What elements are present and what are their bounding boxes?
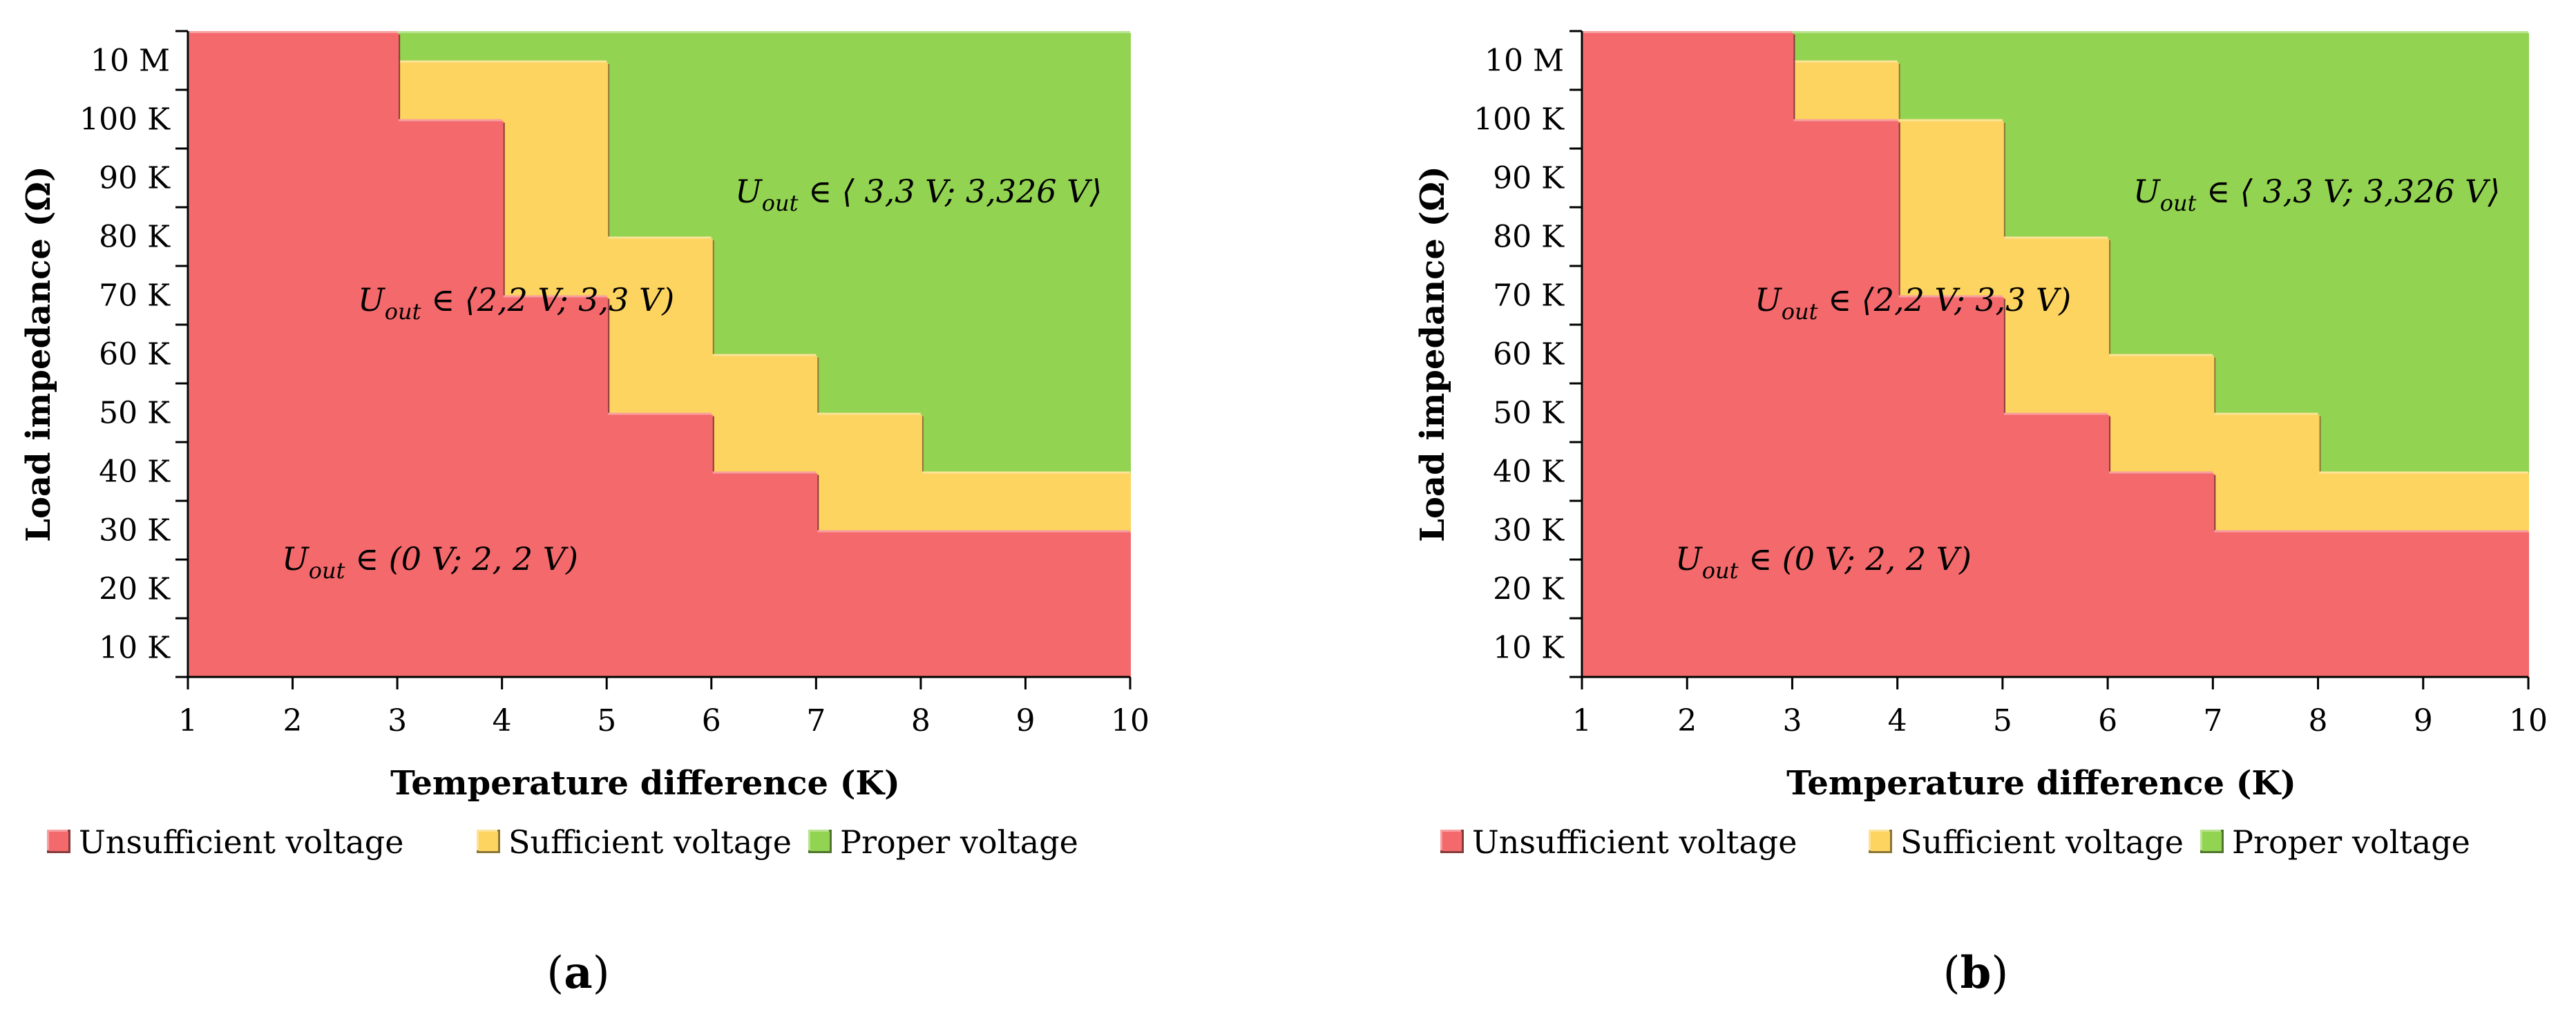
x-tick-label: 8 (2309, 703, 2328, 738)
y-axis-title: Load impedance (Ω) (19, 166, 58, 542)
legend-swatch-sufficient-voltage (479, 832, 498, 851)
y-tick-label: 100 K (1473, 102, 1565, 137)
x-tick-label: 2 (1677, 703, 1697, 738)
region-label-sufficient-voltage: Uout ∈ ⟨2,2 V; 3,3 V) (1755, 281, 2071, 325)
region-label-unsufficient-voltage: Uout ∈ (0 V; 2, 2 V) (282, 540, 578, 584)
panel-label-open: ( (1943, 948, 1960, 999)
x-tick-label: 8 (911, 703, 931, 738)
x-tick-label: 2 (283, 703, 303, 738)
legend-label: Sufficient voltage (508, 823, 792, 861)
y-tick-label: 50 K (99, 396, 171, 431)
panel-label-letter: a (564, 947, 592, 999)
y-tick-label: 100 K (79, 102, 171, 137)
y-tick-label: 10 K (1493, 631, 1565, 666)
panel-label-letter: b (1960, 947, 1992, 999)
region-label-text: ∈ (0 V; 2, 2 V) (345, 540, 578, 578)
edge-mask-right (1131, 24, 1158, 691)
x-tick-label: 4 (493, 703, 512, 738)
region-label-text: ∈ ⟨ 3,3 V; 3,326 V⟩ (799, 173, 1103, 210)
legend-label: Unsufficient voltage (79, 823, 403, 861)
region-label-var: U (1675, 540, 1704, 578)
region-label-text: ∈ ⟨2,2 V; 3,3 V) (421, 281, 675, 318)
x-tick-label: 5 (1993, 703, 2012, 738)
chart-panel-a: 10 K 20 K 30 K 40 K 50 K 60 K 70 K 80 K 90 K 100 … (19, 24, 1158, 999)
x-tick-label: 3 (1782, 703, 1802, 738)
legend-swatch-proper-voltage (2202, 832, 2222, 851)
edge-mask-right (2529, 24, 2557, 691)
region-label-var: U (735, 173, 763, 210)
y-axis-title: Load impedance (Ω) (1413, 166, 1452, 542)
x-tick-label: 6 (2098, 703, 2117, 738)
region-label-sub: out (762, 190, 799, 216)
legend-swatch-proper-voltage (810, 832, 830, 851)
y-tick-label: 30 K (1493, 513, 1565, 548)
edge-mask-bottom (1575, 678, 2556, 698)
y-tick-label: 50 K (1493, 396, 1565, 431)
x-tick-label: 1 (178, 703, 198, 738)
legend-label: Proper voltage (2232, 823, 2470, 861)
region-label-proper-voltage: Uout ∈ ⟨ 3,3 V; 3,326 V⟩ (2133, 173, 2500, 216)
region-label-var: U (358, 281, 386, 318)
unsufficient-voltage-area (189, 33, 1132, 679)
y-tick-label: 10 M (1485, 44, 1564, 79)
region-label-var: U (282, 540, 310, 578)
legend-swatch-unsufficient-voltage (49, 832, 68, 851)
y-tick-label: 90 K (1493, 161, 1565, 196)
region-label-sub: out (385, 298, 421, 325)
y-tick-label: 40 K (99, 455, 171, 490)
panel-label: (a) (546, 947, 609, 999)
region-label-text: ∈ (0 V; 2, 2 V) (1739, 540, 1972, 578)
legend-label: Proper voltage (840, 823, 1078, 861)
x-tick-label: 7 (806, 703, 826, 738)
x-tick-label: 9 (2414, 703, 2433, 738)
x-tick-label: 10 (1111, 703, 1149, 738)
region-label-unsufficient-voltage: Uout ∈ (0 V; 2, 2 V) (1675, 540, 1972, 584)
x-tick-label: 6 (702, 703, 721, 738)
legend-label: Unsufficient voltage (1472, 823, 1797, 861)
x-tick-label: 5 (597, 703, 616, 738)
x-axis-title: Temperature difference (K) (390, 764, 900, 803)
x-axis-title: Temperature difference (K) (1786, 764, 2296, 803)
unsufficient-voltage-area (1583, 33, 2530, 679)
y-tick-label: 40 K (1493, 455, 1565, 490)
region-label-sub: out (2160, 190, 2197, 216)
panel-label: (b) (1943, 947, 2009, 999)
panel-label-close: ) (593, 948, 610, 999)
x-tick-label: 7 (2203, 703, 2222, 738)
y-tick-label: 60 K (1493, 337, 1565, 372)
x-tick-label: 9 (1015, 703, 1035, 738)
y-tick-label: 80 K (1493, 220, 1565, 255)
region-label-text: ∈ ⟨ 3,3 V; 3,326 V⟩ (2197, 173, 2501, 210)
y-tick-label: 80 K (99, 220, 171, 255)
y-tick-label: 70 K (1493, 278, 1565, 314)
y-tick-label: 60 K (99, 337, 171, 372)
panel-label-close: ) (1991, 948, 2008, 999)
region-label-text: ∈ ⟨2,2 V; 3,3 V) (1818, 281, 2072, 318)
y-tick-label: 20 K (1493, 572, 1565, 607)
region-label-sufficient-voltage: Uout ∈ ⟨2,2 V; 3,3 V) (358, 281, 674, 325)
x-tick-label: 3 (388, 703, 407, 738)
region-label-var: U (1755, 281, 1783, 318)
region-label-proper-voltage: Uout ∈ ⟨ 3,3 V; 3,326 V⟩ (735, 173, 1102, 216)
legend-label: Sufficient voltage (1900, 823, 2184, 861)
y-tick-label: 10 M (90, 44, 170, 79)
x-tick-label: 1 (1572, 703, 1592, 738)
x-tick-label: 10 (2509, 703, 2548, 738)
y-tick-label: 90 K (99, 161, 171, 196)
panel-label-open: ( (546, 948, 564, 999)
edge-mask-bottom (181, 678, 1158, 698)
y-tick-label: 20 K (99, 572, 171, 607)
chart-panel-b: 10 K 20 K 30 K 40 K 50 K 60 K 70 K 80 K 90 K 100 … (1413, 24, 2557, 999)
y-tick-label: 30 K (99, 513, 171, 548)
region-label-var: U (2133, 173, 2162, 210)
y-tick-label: 10 K (99, 631, 171, 666)
legend-swatch-sufficient-voltage (1871, 832, 1890, 851)
region-label-sub: out (1782, 298, 1818, 325)
x-tick-label: 4 (1888, 703, 1907, 738)
region-label-sub: out (309, 557, 345, 584)
legend-swatch-unsufficient-voltage (1442, 832, 1462, 851)
y-tick-label: 70 K (99, 278, 171, 314)
region-label-sub: out (1702, 557, 1739, 584)
